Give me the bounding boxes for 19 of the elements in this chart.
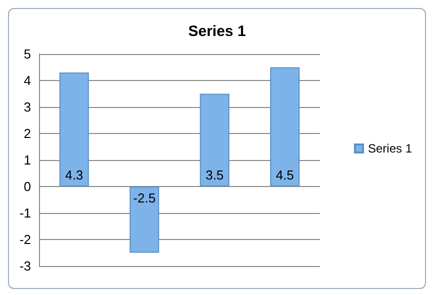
y-tick-label: 1: [24, 152, 31, 168]
data-label: 3.5: [206, 168, 224, 182]
bar: [200, 94, 230, 186]
data-label: 4.5: [276, 168, 294, 182]
chart-title: Series 1: [188, 23, 246, 40]
y-tick-label: 4: [24, 73, 31, 88]
y-tick-label: 0: [24, 179, 31, 194]
y-tick-label: 5: [24, 46, 31, 62]
y-tick-label: -3: [19, 258, 31, 274]
data-label: 4.3: [65, 168, 84, 182]
bar: [130, 186, 160, 253]
data-label: -2.5: [133, 190, 156, 206]
y-tick-label: 3: [24, 100, 31, 114]
legend-label: Series 1: [368, 142, 412, 156]
bar: [59, 72, 89, 186]
y-tick-label: -2: [19, 232, 31, 247]
y-tick-label: -1: [19, 206, 31, 220]
bar: [270, 67, 300, 186]
y-tick-label: 2: [24, 126, 31, 141]
